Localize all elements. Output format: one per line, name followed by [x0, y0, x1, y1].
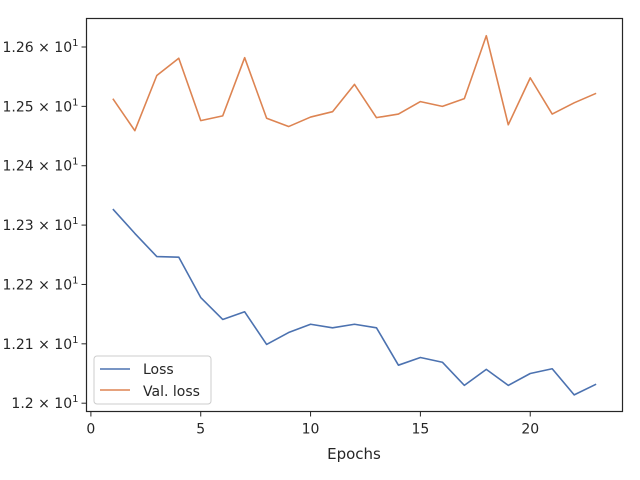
y-tick-label: 1.22 × 101 — [3, 275, 79, 293]
x-tick-label: 15 — [411, 422, 429, 438]
legend: Loss Val. loss — [93, 355, 212, 405]
y-tick-label: 1.25 × 101 — [3, 97, 79, 115]
x-axis-ticks: 0 5 10 15 20 — [86, 411, 539, 438]
y-tick-label: 1.23 × 101 — [3, 216, 79, 234]
legend-box — [93, 355, 212, 405]
legend-label-val-loss: Val. loss — [143, 384, 200, 400]
x-tick-label: 5 — [196, 422, 205, 438]
x-tick-label: 20 — [521, 422, 539, 438]
series-layer — [112, 34, 597, 396]
y-axis-ticks: 1.2 × 101 1.21 × 101 1.22 × 101 1.23 × 101 1… — [3, 38, 87, 412]
y-tick-label: 1.26 × 101 — [3, 38, 79, 56]
x-tick-label: 10 — [302, 422, 320, 438]
y-tick-label: 1.24 × 101 — [3, 157, 79, 175]
x-tick-label: 0 — [86, 422, 95, 438]
series-line-loss — [112, 208, 597, 396]
legend-label-loss: Loss — [143, 362, 174, 378]
plot-frame — [85, 17, 624, 413]
y-tick-label: 1.21 × 101 — [3, 335, 79, 353]
x-axis-label: Epochs — [327, 445, 381, 463]
series-line-val-loss — [112, 34, 597, 132]
y-tick-label: 1.2 × 101 — [11, 394, 78, 412]
